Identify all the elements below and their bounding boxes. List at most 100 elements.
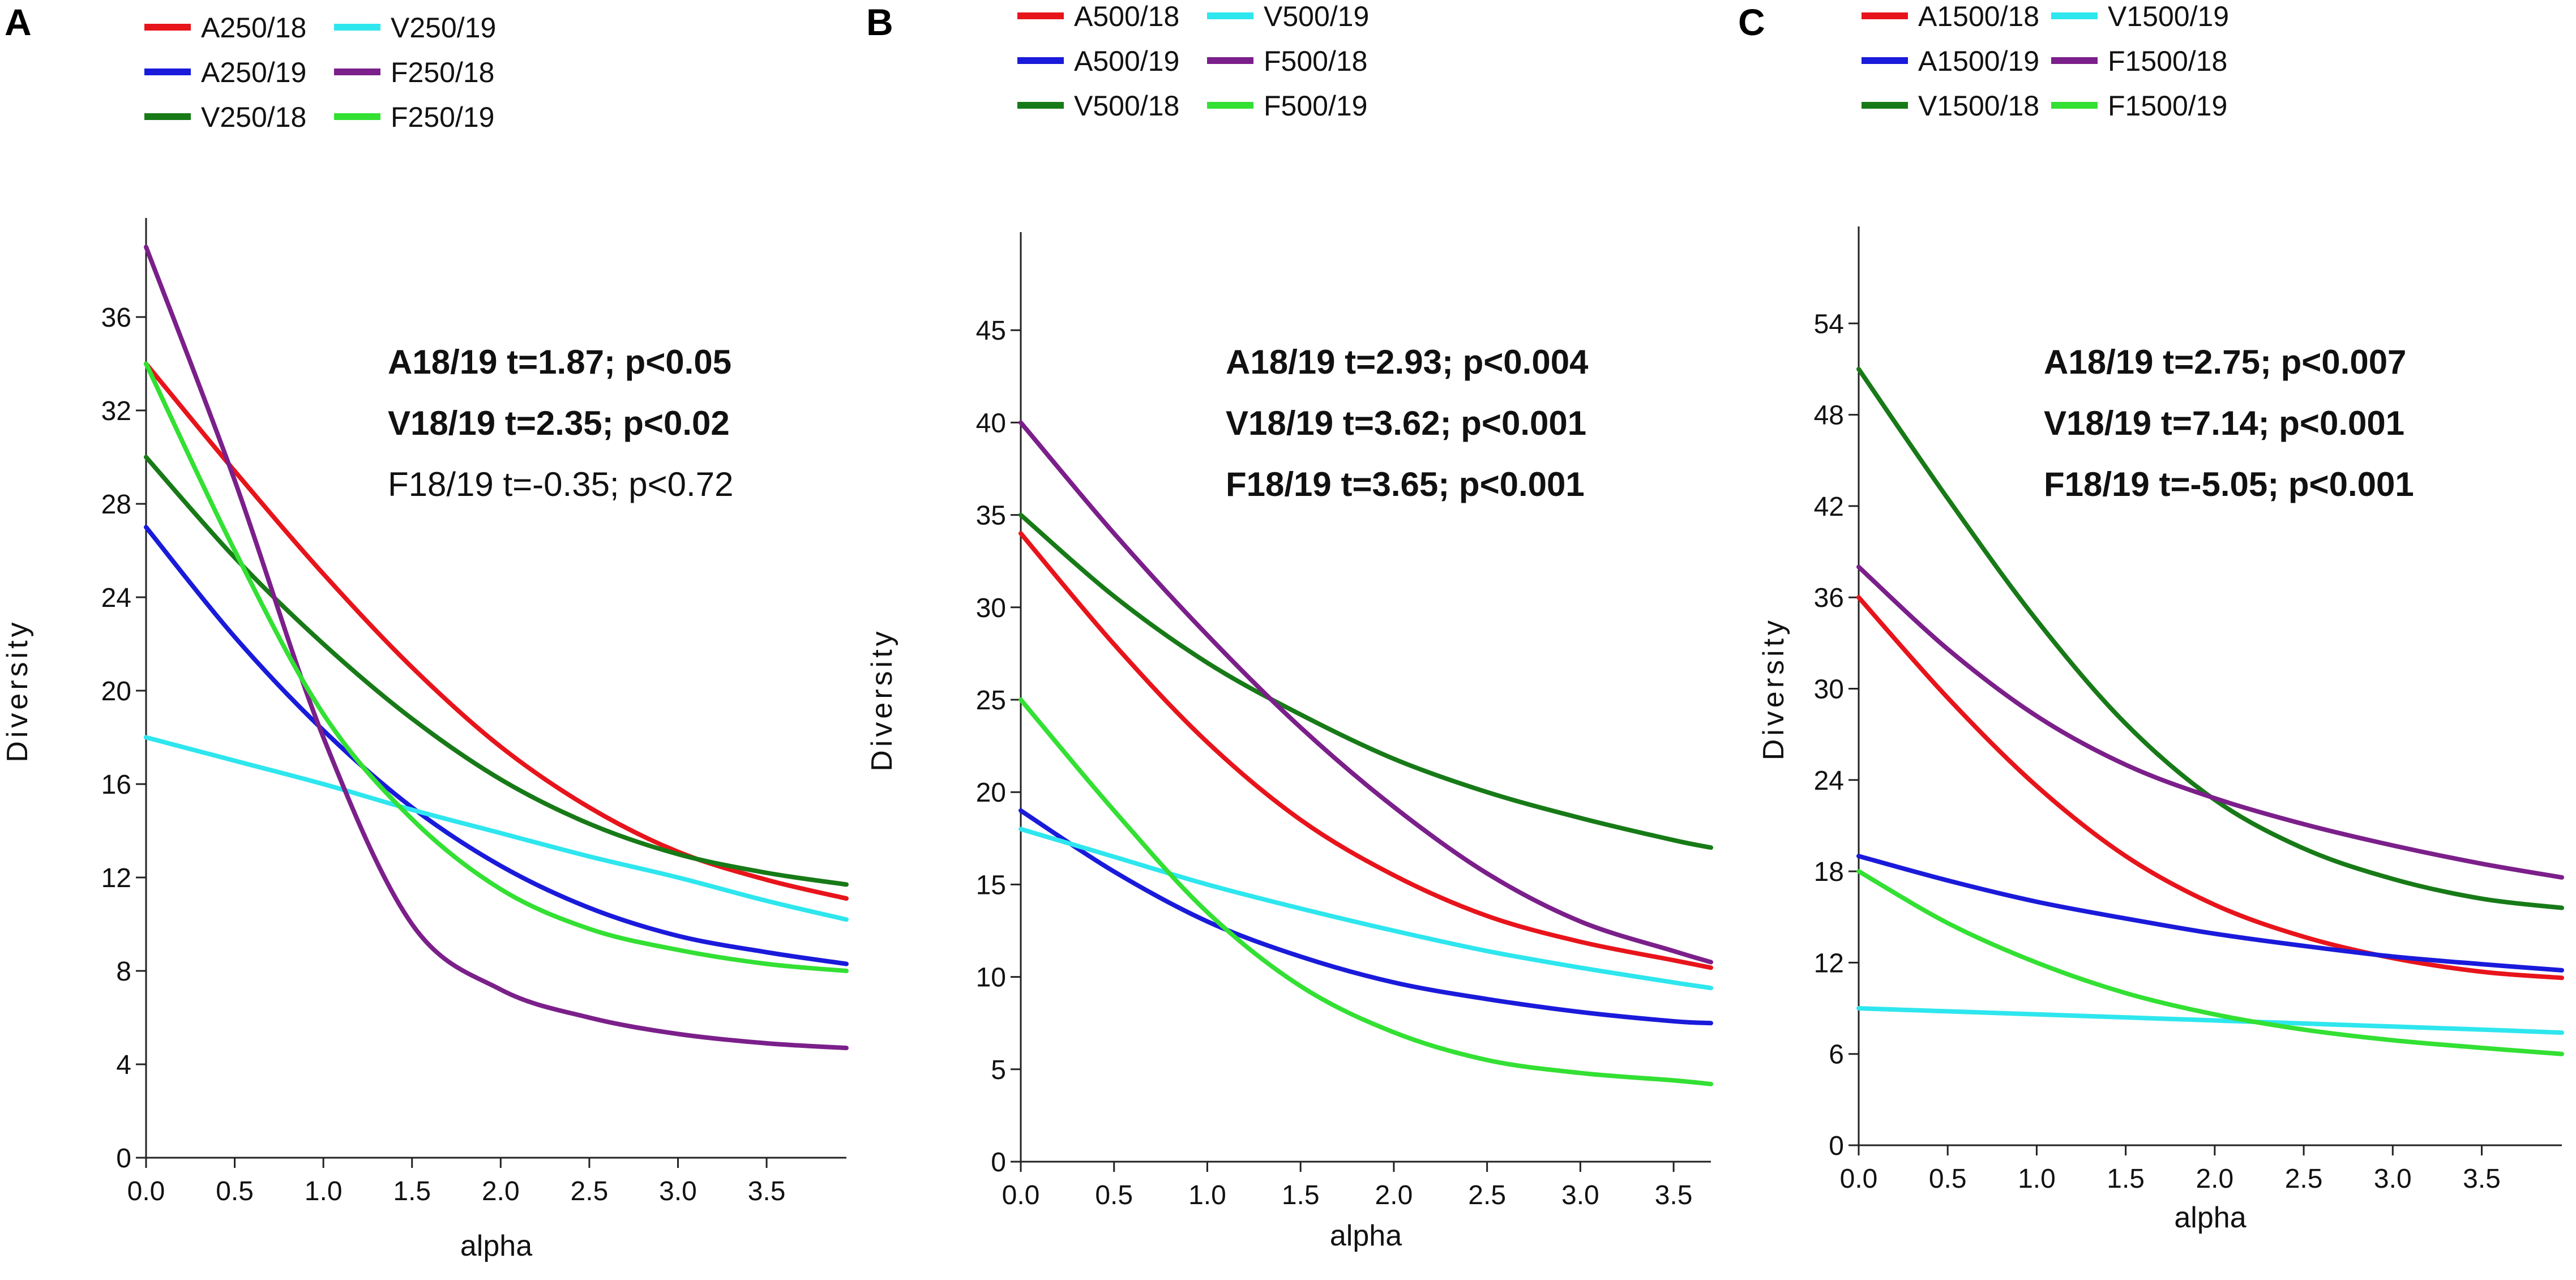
series-line-f250-19 (144, 361, 849, 973)
x-tick-label: 2.5 (2285, 1164, 2323, 1194)
legend-c: A1500/18 V1500/19 A1500/19 F1500/18 V1500/18… (1862, 1, 2229, 122)
x-axis-title: alpha (1330, 1219, 1402, 1252)
y-tick-label: 30 (976, 593, 1006, 623)
panel-label-c: C (1738, 1, 1765, 43)
series-line-a1500-19 (1856, 854, 2564, 973)
stat-annotation: V18/19 t=2.35; p<0.02 (388, 404, 730, 442)
x-tick-label: 0.5 (1095, 1180, 1133, 1210)
y-tick-label: 8 (116, 957, 131, 987)
legend-label: F250/18 (391, 57, 494, 88)
stat-annotation: V18/19 t=3.62; p<0.001 (1226, 404, 1586, 442)
legend-label: F500/18 (1264, 45, 1367, 77)
series-line-a500-18 (1019, 531, 1713, 970)
legend-a: A250/18 V250/19 A250/19 F250/18 V250/18 F250/… (144, 12, 496, 133)
stat-annotation: V18/19 t=7.14; p<0.001 (2044, 404, 2404, 442)
y-tick-label: 36 (101, 303, 131, 333)
stat-annotation: F18/19 t=-0.35; p<0.72 (388, 465, 733, 503)
y-tick-label: 24 (1814, 766, 1844, 796)
legend-label: A250/18 (201, 12, 306, 44)
legend-label: V250/19 (391, 12, 496, 44)
series-line-v250-18 (144, 455, 849, 887)
y-tick-label: 0 (1829, 1131, 1844, 1161)
plot-b: 0 5 10 15 20 25 30 35 40 45 0.0 0.5 1.0 1.5 2.0 2.5 3.0 3… (866, 232, 1713, 1252)
y-tick-label: 12 (1814, 948, 1844, 978)
x-tick-label: 3.0 (1561, 1180, 1599, 1210)
legend-label: V500/19 (1264, 1, 1369, 32)
y-axis-title: Diversity (1757, 617, 1790, 760)
legend-b: A500/18 V500/19 A500/19 F500/18 V500/18 F500/… (1017, 1, 1369, 122)
panel-a: A A250/18 V250/19 A250/19 F250/18 V250/18 F25… (1, 1, 849, 1262)
series-line-a250-18 (144, 361, 849, 901)
x-tick-label: 1.5 (2107, 1164, 2145, 1194)
x-tick-label: 1.5 (1282, 1180, 1320, 1210)
y-axis-title: Diversity (1, 619, 34, 762)
y-tick-label: 0 (991, 1148, 1006, 1178)
y-tick-label: 54 (1814, 309, 1844, 339)
y-tick-label: 28 (101, 490, 131, 520)
y-tick-label: 24 (101, 583, 131, 613)
panel-label-a: A (5, 1, 32, 43)
legend-label: A500/18 (1074, 1, 1179, 32)
legend-label: V250/18 (201, 101, 306, 133)
x-tick-label: 2.5 (571, 1176, 609, 1206)
series-line-v1500-19 (1856, 1006, 2564, 1035)
legend-label: V1500/18 (1918, 90, 2039, 122)
series-line-f1500-19 (1856, 869, 2564, 1056)
series-line-a1500-18 (1856, 595, 2564, 981)
y-tick-label: 6 (1829, 1040, 1844, 1070)
series-line-v1500-18 (1856, 366, 2564, 910)
legend-label: A250/19 (201, 57, 306, 88)
stat-annotation: F18/19 t=-5.05; p<0.001 (2044, 465, 2414, 503)
y-tick-label: 5 (991, 1055, 1006, 1085)
x-tick-label: 0.0 (1840, 1164, 1878, 1194)
legend-label: F1500/18 (2108, 45, 2227, 77)
series-line-f1500-18 (1856, 564, 2564, 880)
x-tick-label: 0.0 (1002, 1180, 1040, 1210)
series-line-v250-19 (144, 735, 849, 922)
x-tick-label: 3.5 (1655, 1180, 1693, 1210)
y-tick-label: 40 (976, 408, 1006, 438)
stat-annotation: F18/19 t=3.65; p<0.001 (1226, 465, 1585, 503)
x-tick-label: 1.5 (393, 1176, 431, 1206)
x-tick-label: 1.0 (1188, 1180, 1226, 1210)
y-tick-label: 20 (976, 778, 1006, 808)
series-line-v500-18 (1019, 512, 1713, 850)
y-tick-label: 36 (1814, 583, 1844, 613)
y-tick-label: 4 (116, 1050, 131, 1080)
legend-label: V1500/19 (2108, 1, 2229, 32)
y-tick-label: 20 (101, 677, 131, 707)
y-tick-label: 35 (976, 501, 1006, 531)
x-axis-title: alpha (2174, 1201, 2246, 1234)
y-tick-label: 42 (1814, 492, 1844, 522)
x-tick-label: 3.0 (659, 1176, 697, 1206)
panel-c: C A1500/18 V1500/19 A1500/19 F1500/18 V1500/… (1738, 1, 2564, 1234)
y-tick-label: 18 (1814, 857, 1844, 887)
y-tick-label: 48 (1814, 401, 1844, 431)
y-tick-label: 15 (976, 870, 1006, 900)
x-tick-label: 1.0 (305, 1176, 343, 1206)
series-line-v500-19 (1019, 827, 1713, 991)
legend-label: A1500/18 (1918, 1, 2039, 32)
x-tick-label: 2.0 (2196, 1164, 2233, 1194)
series-line-a250-19 (144, 525, 849, 966)
series-line-f500-18 (1019, 420, 1713, 965)
plot-c: 0 6 12 18 24 30 36 42 48 54 0.0 0.5 1.0 1.5 2.0 2.5 3.0 3… (1757, 226, 2564, 1234)
panel-label-b: B (866, 1, 893, 43)
legend-label: A1500/19 (1918, 45, 2039, 77)
x-tick-label: 3.5 (2463, 1164, 2501, 1194)
x-tick-label: 3.0 (2374, 1164, 2412, 1194)
series-line-f250-18 (144, 245, 849, 1051)
x-tick-label: 0.5 (216, 1176, 254, 1206)
y-tick-label: 45 (976, 316, 1006, 346)
y-tick-label: 25 (976, 686, 1006, 716)
y-tick-label: 32 (101, 396, 131, 426)
y-axis-title: Diversity (866, 628, 898, 771)
x-tick-label: 2.0 (482, 1176, 520, 1206)
legend-label: A500/19 (1074, 45, 1179, 77)
x-axis-title: alpha (460, 1230, 532, 1262)
stat-annotation: A18/19 t=1.87; p<0.05 (388, 343, 731, 381)
series-line-f500-19 (1019, 697, 1713, 1086)
stat-annotation: A18/19 t=2.75; p<0.007 (2044, 343, 2406, 381)
